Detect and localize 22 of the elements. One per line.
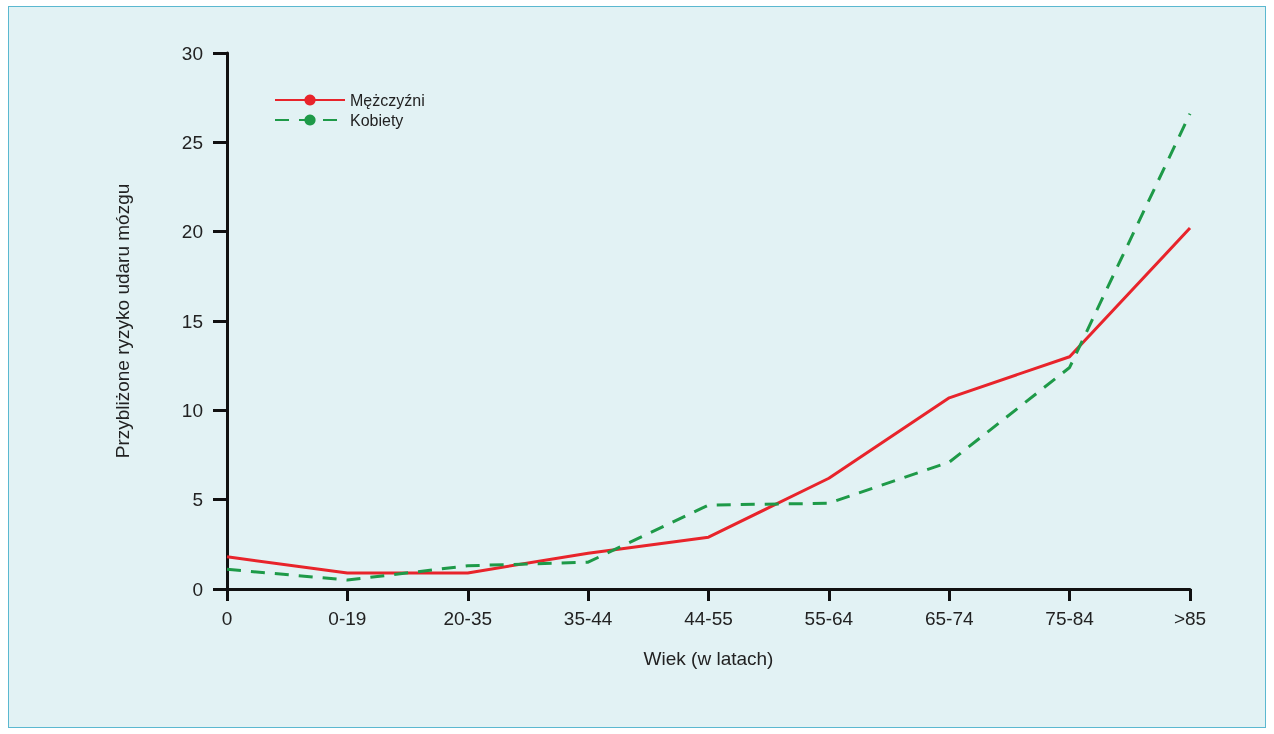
x-tick-label: 0-19	[328, 608, 367, 629]
x-tick-label: 0	[221, 608, 233, 629]
y-axis-title: Przybliżone ryzyko udaru mózgu	[112, 183, 133, 459]
x-tick-label: 35-44	[563, 608, 613, 629]
y-tick-label: 5	[192, 489, 203, 511]
x-tick-label: 65-74	[924, 608, 974, 629]
line-series	[225, 112, 1192, 582]
x-tick-label: 55-64	[804, 608, 854, 629]
legend-label: Mężczyźni	[350, 91, 425, 109]
x-tick-label: >85	[1173, 608, 1207, 629]
x-axis-title: Wiek (w latach)	[643, 648, 774, 669]
legend-label: Kobiety	[350, 111, 404, 129]
y-tick-label: 30	[181, 42, 203, 64]
x-tick-label: 75-84	[1045, 608, 1095, 629]
y-tick-label: 15	[181, 310, 203, 332]
x-tick-label: 44-55	[684, 608, 733, 629]
y-tick-label: 0	[192, 578, 203, 600]
x-tick-label: 20-35	[443, 608, 493, 629]
line-series	[225, 226, 1192, 575]
y-tick-label: 25	[181, 131, 203, 153]
y-tick-label: 10	[181, 399, 203, 421]
y-tick-label: 20	[181, 221, 203, 243]
